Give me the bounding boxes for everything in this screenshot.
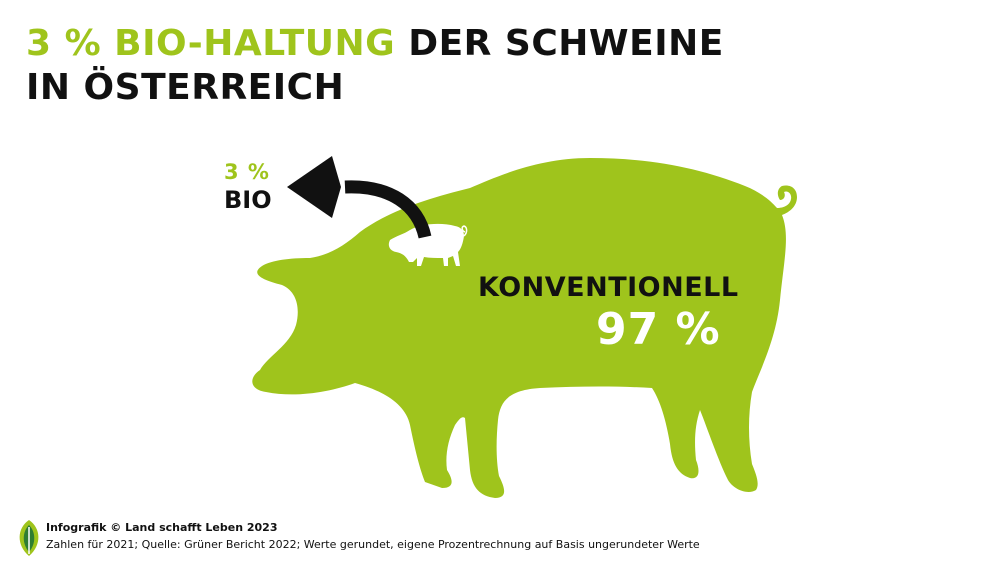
curved-arrow-icon [287,156,432,239]
footer-source-note: Zahlen für 2021; Quelle: Grüner Bericht … [46,538,700,551]
conventional-category-label: KONVENTIONELL [478,272,739,303]
conventional-pig-shape [252,158,798,498]
title-highlight: 3 % BIO-HALTUNG [26,23,396,64]
bio-value-label: 3 % [224,160,270,184]
leaf-logo-icon [19,520,39,556]
footer-credit: Infografik © Land schafft Leben 2023 [46,521,278,534]
page-title: 3 % BIO-HALTUNG DER SCHWEINE IN ÖSTERREI… [26,22,724,110]
conventional-value-label: 97 % [596,304,721,355]
title-line-2: IN ÖSTERREICH [26,67,345,108]
bio-category-label: BIO [224,186,272,214]
small-pig-icon [388,223,468,266]
title-rest: DER SCHWEINE [395,23,724,64]
